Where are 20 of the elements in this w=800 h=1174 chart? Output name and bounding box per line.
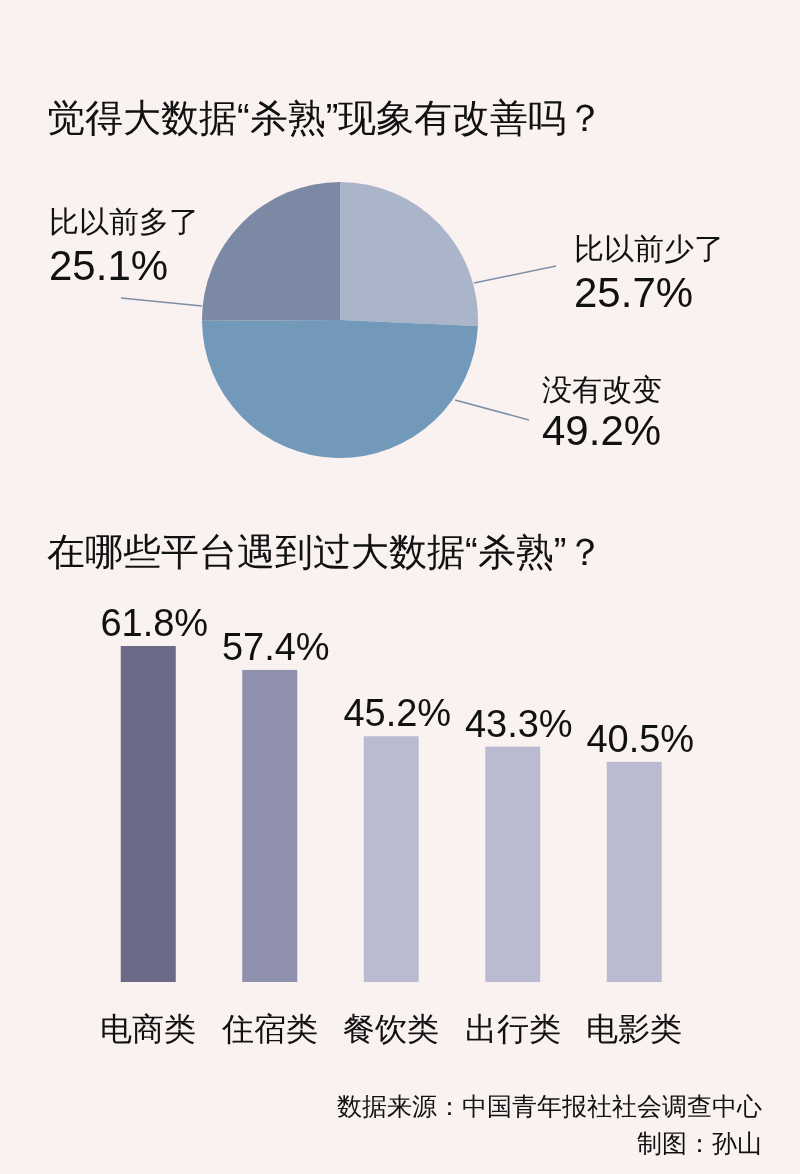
- category-label: 住宿类: [221, 1011, 318, 1047]
- value-label: 25.1%: [49, 242, 169, 289]
- value-label: 45.2%: [343, 692, 452, 735]
- value-label: 49.2%: [542, 407, 662, 454]
- value-label: 40.5%: [586, 717, 695, 760]
- value-label: 25.7%: [574, 269, 694, 316]
- category-label: 电商类: [100, 1011, 197, 1047]
- title: 觉得大数据“杀熟”现象有改善吗？: [47, 97, 605, 139]
- annotation: 制图：孙山: [637, 1129, 762, 1157]
- category-label: 比以前多了: [49, 205, 199, 238]
- category-label: 比以前少了: [574, 232, 724, 265]
- category-label: 出行类: [464, 1011, 561, 1047]
- title: 在哪些平台遇到过大数据“杀熟”？: [47, 531, 605, 573]
- value-label: 43.3%: [464, 702, 573, 745]
- annotation: 数据来源：中国青年报社社会调查中心: [337, 1092, 762, 1120]
- value-label: 61.8%: [100, 602, 209, 644]
- category-label: 电影类: [586, 1011, 683, 1047]
- value-label: 57.4%: [221, 625, 330, 668]
- category-label: 没有改变: [542, 373, 662, 406]
- category-label: 餐饮类: [343, 1011, 440, 1047]
